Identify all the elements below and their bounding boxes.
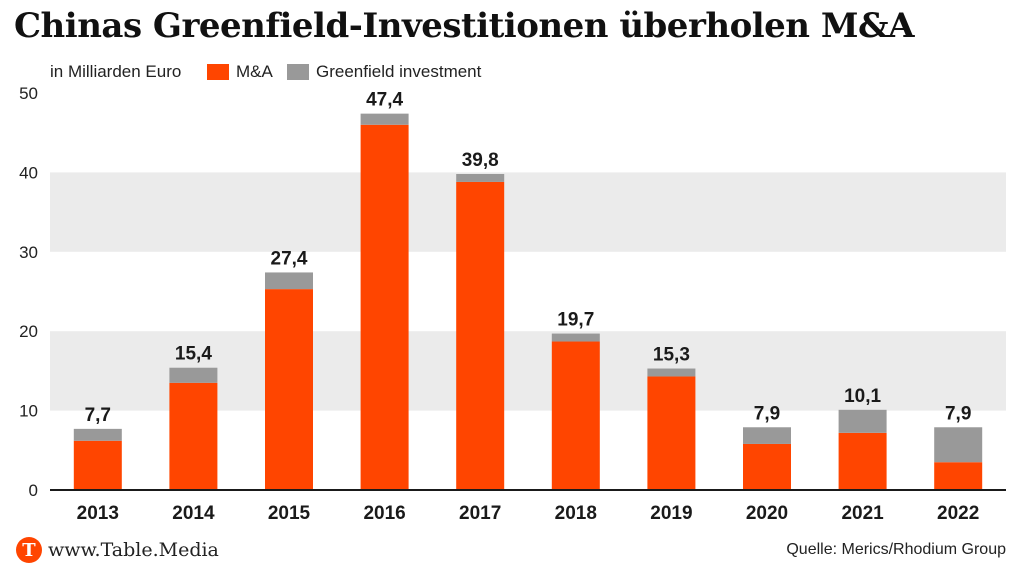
bar-ma-2020 — [743, 443, 791, 490]
x-tick-label-2014: 2014 — [172, 503, 215, 524]
bar-ma-2018 — [551, 341, 600, 490]
x-tick-label-2017: 2017 — [459, 503, 501, 524]
data-label-2018: 19,7 — [557, 310, 594, 331]
bar-greenfield-2020 — [743, 427, 791, 444]
legend-item-ma: M&A — [207, 62, 273, 82]
bar-greenfield-2018 — [551, 333, 600, 342]
data-label-2019: 15,3 — [653, 345, 690, 366]
bar-ma-2019 — [647, 376, 696, 490]
y-tick-label: 10 — [19, 402, 38, 421]
legend-swatch-greenfield — [287, 64, 309, 80]
data-label-2022: 7,9 — [945, 403, 971, 424]
legend-label-greenfield: Greenfield investment — [316, 62, 482, 81]
bar-ma-2013 — [73, 440, 122, 490]
unit-label: in Milliarden Euro — [50, 62, 182, 81]
data-label-2021: 10,1 — [844, 386, 881, 407]
brand-logo[interactable]: T www.Table.Media — [16, 537, 219, 563]
table-media-icon: T — [16, 537, 42, 563]
data-label-2016: 47,4 — [366, 90, 403, 111]
chart-title: Chinas Greenfield-Investitionen überhole… — [14, 6, 915, 46]
x-tick-label-2021: 2021 — [841, 503, 884, 524]
x-tick-label-2016: 2016 — [363, 503, 405, 524]
data-label-2020: 7,9 — [754, 403, 780, 424]
data-label-2014: 15,4 — [175, 344, 212, 365]
data-label-2013: 7,7 — [85, 405, 111, 426]
x-tick-label-2015: 2015 — [268, 503, 311, 524]
bar-greenfield-2016 — [360, 113, 409, 125]
y-tick-label: 0 — [29, 481, 38, 500]
bar-ma-2014 — [169, 382, 218, 490]
grid-band — [50, 172, 1006, 252]
x-tick-label-2018: 2018 — [555, 503, 597, 524]
legend-label-ma: M&A — [236, 62, 273, 81]
data-label-2017: 39,8 — [462, 150, 499, 171]
bar-greenfield-2015 — [265, 272, 313, 290]
y-tick-label: 40 — [19, 163, 38, 182]
bar-greenfield-2014 — [169, 367, 218, 383]
bar-greenfield-2019 — [647, 368, 696, 377]
bar-greenfield-2017 — [456, 173, 505, 182]
data-label-2015: 27,4 — [271, 248, 308, 269]
y-tick-label: 50 — [19, 84, 38, 103]
bar-greenfield-2013 — [73, 428, 122, 441]
source-note: Quelle: Merics/Rhodium Group — [786, 541, 1006, 558]
legend-swatch-ma — [207, 64, 229, 80]
bar-ma-2021 — [838, 432, 887, 490]
x-tick-label-2020: 2020 — [746, 503, 788, 524]
y-tick-label: 30 — [19, 243, 38, 262]
y-tick-label: 20 — [19, 322, 38, 341]
bar-ma-2017 — [456, 181, 505, 491]
bar-greenfield-2022 — [934, 427, 983, 463]
legend-item-greenfield: Greenfield investment — [287, 62, 481, 82]
bar-greenfield-2021 — [838, 409, 887, 433]
brand-url[interactable]: www.Table.Media — [48, 539, 219, 561]
bar-ma-2015 — [265, 289, 313, 490]
x-tick-label-2019: 2019 — [650, 503, 692, 524]
x-tick-label-2022: 2022 — [937, 503, 979, 524]
x-tick-label-2013: 2013 — [77, 503, 119, 524]
bar-ma-2022 — [934, 462, 983, 490]
bar-ma-2016 — [360, 124, 409, 490]
